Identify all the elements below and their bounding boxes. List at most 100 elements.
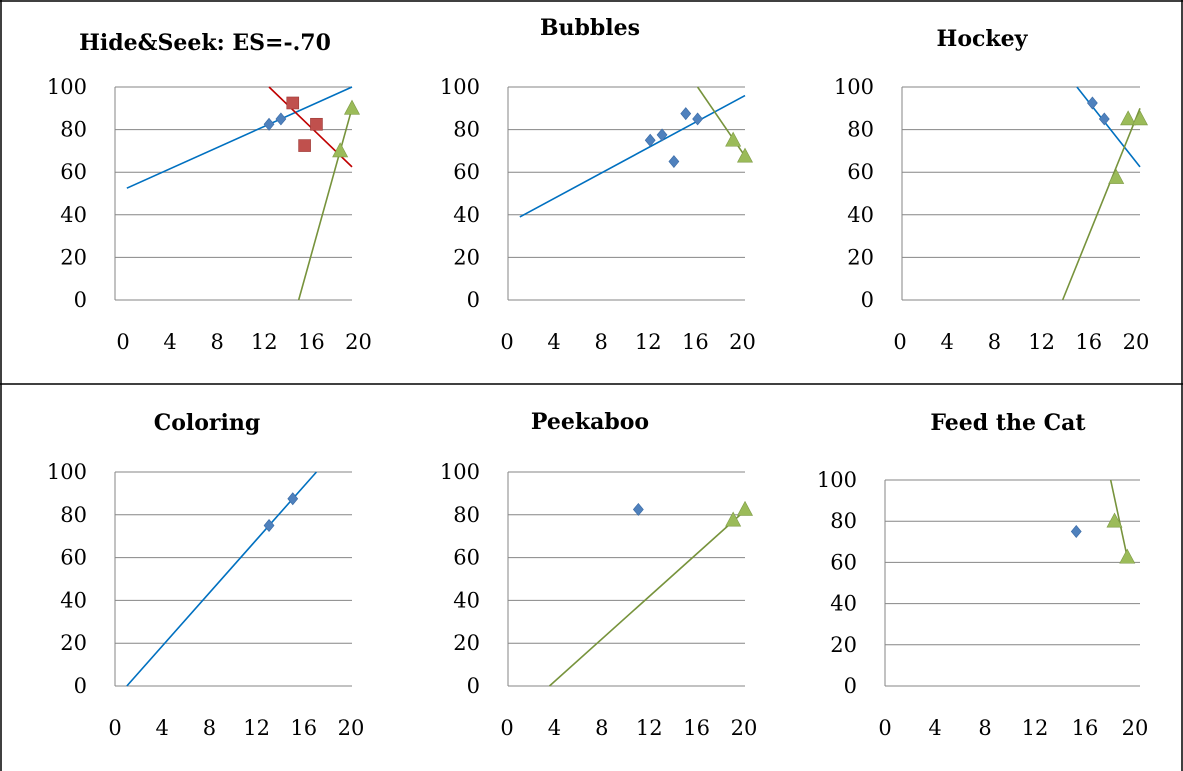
y-tick-label: 60 <box>60 160 87 184</box>
x-tick-label: 8 <box>595 716 608 740</box>
data-point-triangle <box>1106 512 1123 528</box>
data-point-triangle <box>736 500 754 516</box>
x-tick-label: 4 <box>941 330 954 354</box>
y-tick-label: 0 <box>844 674 857 698</box>
x-tick-label: 4 <box>548 716 561 740</box>
x-tick-label: 16 <box>682 330 709 354</box>
y-tick-label: 80 <box>830 509 857 533</box>
x-tick-label: 12 <box>1028 330 1055 354</box>
y-tick-label: 40 <box>60 588 87 612</box>
y-tick-label: 20 <box>830 633 857 657</box>
x-tick-label: 16 <box>290 716 317 740</box>
y-tick-label: 80 <box>453 118 480 142</box>
data-point-triangle <box>1131 110 1149 126</box>
y-tick-label: 0 <box>467 288 480 312</box>
chart-panel: Bubbles 0 20 40 60 80 100 0 4 8 12 16 20 <box>440 15 756 354</box>
x-tick-label: 16 <box>1072 716 1099 740</box>
data-point-triangle <box>1108 168 1125 184</box>
y-tick-label: 20 <box>847 245 874 269</box>
y-tick-label: 40 <box>847 203 874 227</box>
y-tick-label: 100 <box>817 468 857 492</box>
y-tick-label: 60 <box>453 160 480 184</box>
data-point-diamond <box>632 502 644 516</box>
y-tick-label: 0 <box>74 288 87 312</box>
x-tick-label: 0 <box>878 716 891 740</box>
x-tick-label: 16 <box>1075 330 1102 354</box>
y-tick-label: 40 <box>60 203 87 227</box>
chart-title: Bubbles <box>540 15 640 41</box>
trend-line <box>1061 108 1141 301</box>
chart-panel: Hide&Seek: ES=-.70 0 20 40 60 80 100 0 4 8 12 16 20 <box>47 30 372 354</box>
x-tick-label: 16 <box>683 716 710 740</box>
x-tick-label: 20 <box>1122 716 1149 740</box>
y-tick-label: 80 <box>847 118 874 142</box>
y-tick-label: 0 <box>74 674 87 698</box>
x-tick-label: 12 <box>636 716 663 740</box>
x-tick-label: 4 <box>547 330 560 354</box>
x-tick-label: 4 <box>156 716 169 740</box>
chart-panel: Peekaboo 0 20 40 60 80 100 0 4 8 12 16 20 <box>440 409 757 740</box>
x-tick-label: 12 <box>251 330 278 354</box>
x-tick-label: 20 <box>338 716 365 740</box>
y-tick-label: 100 <box>834 75 874 99</box>
data-point-triangle <box>1120 110 1137 126</box>
y-tick-label: 0 <box>467 674 480 698</box>
y-tick-label: 100 <box>47 460 87 484</box>
y-tick-label: 60 <box>60 546 87 570</box>
data-point-diamond <box>275 112 287 126</box>
y-tick-label: 0 <box>861 288 874 312</box>
data-point-diamond <box>668 155 680 169</box>
data-point-diamond <box>263 519 275 532</box>
trend-line <box>1076 86 1141 168</box>
x-tick-label: 8 <box>211 330 224 354</box>
x-tick-label: 4 <box>163 330 176 354</box>
chart-panel: Feed the Cat 0 20 40 60 80 100 0 4 8 12 16 20 <box>817 410 1148 740</box>
y-tick-label: 20 <box>453 631 480 655</box>
x-tick-label: 12 <box>243 716 270 740</box>
y-tick-label: 80 <box>453 503 480 527</box>
y-tick-label: 100 <box>440 75 480 99</box>
chart-title: Hockey <box>937 26 1029 52</box>
y-tick-label: 20 <box>60 245 87 269</box>
x-tick-label: 20 <box>345 330 372 354</box>
trend-line <box>297 108 353 301</box>
data-point-triangle <box>736 147 754 163</box>
data-point-square <box>310 117 323 131</box>
data-point-square <box>298 139 311 152</box>
y-tick-label: 60 <box>453 546 480 570</box>
x-tick-label: 0 <box>893 330 906 354</box>
data-point-diamond <box>1098 112 1110 126</box>
x-tick-label: 8 <box>203 716 216 740</box>
data-point-triangle <box>343 99 361 115</box>
x-tick-label: 8 <box>988 330 1001 354</box>
data-point-diamond <box>692 112 703 126</box>
data-point-diamond <box>287 492 299 506</box>
x-tick-label: 20 <box>1123 330 1150 354</box>
y-tick-label: 20 <box>453 245 480 269</box>
y-tick-label: 60 <box>830 550 857 574</box>
x-tick-label: 20 <box>729 330 756 354</box>
data-point-diamond <box>644 133 656 147</box>
trend-line <box>126 86 353 189</box>
trend-line <box>548 509 746 687</box>
y-tick-label: 40 <box>453 588 480 612</box>
y-tick-label: 100 <box>47 75 87 99</box>
x-tick-label: 4 <box>928 716 941 740</box>
data-point-triangle <box>725 131 742 147</box>
x-tick-label: 0 <box>108 716 121 740</box>
trend-line <box>126 471 318 687</box>
data-point-diamond <box>1087 96 1098 110</box>
data-point-triangle <box>1119 548 1136 564</box>
chart-title: Coloring <box>154 410 261 436</box>
data-point-diamond <box>263 117 275 131</box>
chart-panel: Hockey 0 20 40 60 80 100 0 4 8 12 16 20 <box>834 26 1149 354</box>
data-point-diamond <box>656 128 668 142</box>
y-tick-label: 80 <box>60 118 87 142</box>
data-point-triangle <box>725 511 742 527</box>
data-point-diamond <box>1070 525 1082 538</box>
x-tick-label: 8 <box>978 716 991 740</box>
data-point-triangle <box>332 142 349 158</box>
y-tick-label: 40 <box>453 203 480 227</box>
